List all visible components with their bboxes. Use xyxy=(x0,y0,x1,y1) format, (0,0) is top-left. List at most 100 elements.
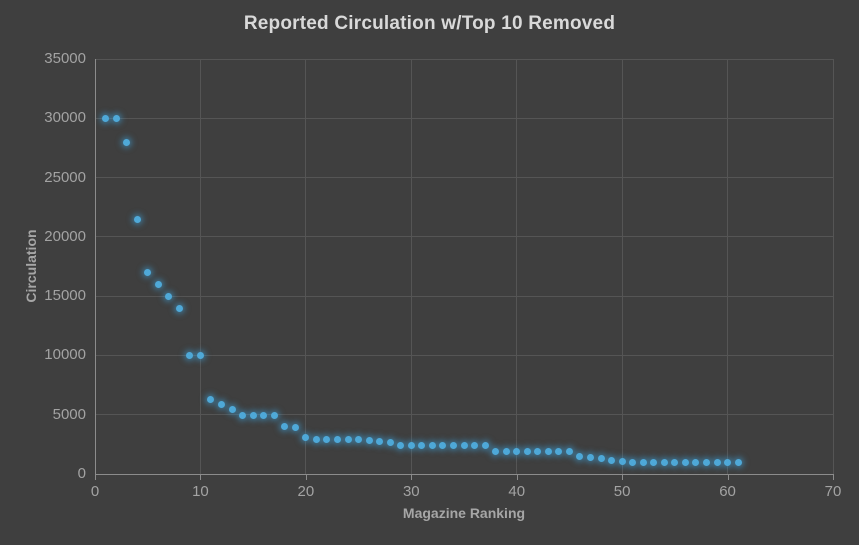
data-point xyxy=(418,442,426,450)
x-tick-label: 0 xyxy=(90,483,100,500)
data-point xyxy=(565,447,573,455)
x-tick-mark xyxy=(516,475,518,480)
data-point xyxy=(165,292,173,300)
x-tick-label: 40 xyxy=(508,483,526,500)
data-point xyxy=(587,453,594,461)
data-point xyxy=(196,351,204,359)
data-point xyxy=(534,447,542,455)
data-point xyxy=(355,436,363,444)
data-point xyxy=(639,459,647,467)
data-point xyxy=(376,437,384,445)
x-tick-mark xyxy=(833,475,834,480)
y-tick-label: 10000 xyxy=(44,346,86,364)
data-point xyxy=(671,459,679,467)
data-point xyxy=(650,459,658,467)
y-tick-label: 5000 xyxy=(52,405,86,423)
data-point xyxy=(734,458,742,466)
data-point xyxy=(555,447,563,455)
data-point xyxy=(460,442,468,450)
gridline-horizontal xyxy=(95,236,833,238)
data-point xyxy=(175,304,183,312)
data-point xyxy=(702,459,710,467)
data-point xyxy=(228,406,236,414)
chart-title: Reported Circulation w/Top 10 Removed xyxy=(243,13,616,34)
data-point xyxy=(102,114,110,122)
y-axis-line xyxy=(95,59,96,475)
data-point xyxy=(597,455,605,463)
x-tick-mark xyxy=(622,475,624,480)
data-point xyxy=(724,458,732,466)
data-point xyxy=(629,458,637,466)
gridline-horizontal xyxy=(95,354,833,356)
gridline-vertical xyxy=(621,59,623,474)
gridline-horizontal xyxy=(95,58,833,60)
data-point xyxy=(123,138,131,146)
data-point xyxy=(502,447,510,455)
gridline-vertical xyxy=(199,59,201,474)
data-point xyxy=(270,412,278,420)
data-point xyxy=(386,439,394,447)
y-tick-label: 20000 xyxy=(44,227,86,245)
data-point xyxy=(618,458,626,466)
x-axis-title: Magazine Ranking xyxy=(402,505,526,521)
data-point xyxy=(492,447,500,455)
y-tick-label: 30000 xyxy=(44,109,86,127)
x-tick-label: 10 xyxy=(192,483,209,500)
data-point xyxy=(523,447,531,455)
data-point xyxy=(713,459,721,467)
data-point xyxy=(660,459,668,467)
gridline-horizontal xyxy=(95,117,833,119)
data-point xyxy=(133,215,141,223)
gridline-horizontal xyxy=(95,295,833,297)
data-point xyxy=(323,436,331,444)
data-point xyxy=(281,423,289,431)
data-point xyxy=(544,447,552,455)
gridline-vertical xyxy=(305,59,307,474)
gridline-vertical xyxy=(516,59,518,474)
gridline-vertical xyxy=(832,59,834,474)
data-point xyxy=(344,436,352,444)
data-point xyxy=(608,456,616,464)
data-point xyxy=(291,424,299,432)
data-point xyxy=(144,268,152,276)
data-point xyxy=(249,412,257,420)
data-point xyxy=(312,436,320,444)
x-tick-mark xyxy=(200,475,202,480)
data-point xyxy=(428,442,436,450)
data-point xyxy=(112,114,120,122)
y-tick-label: 0 xyxy=(77,465,86,482)
data-point xyxy=(576,452,584,460)
x-axis-line xyxy=(95,474,834,475)
x-tick-label: 70 xyxy=(824,483,842,500)
data-point xyxy=(439,442,447,450)
y-tick-label: 15000 xyxy=(44,287,86,305)
data-point xyxy=(239,412,247,420)
gridline-vertical xyxy=(410,59,412,474)
data-point xyxy=(407,442,415,450)
data-point xyxy=(333,436,341,444)
x-tick-mark xyxy=(411,475,413,480)
data-point xyxy=(207,395,215,403)
data-point xyxy=(218,400,225,408)
x-tick-label: 50 xyxy=(613,483,631,500)
x-tick-mark xyxy=(95,475,96,480)
data-point xyxy=(365,436,373,444)
y-tick-label: 25000 xyxy=(44,168,86,186)
data-point xyxy=(471,442,479,450)
data-point xyxy=(302,433,310,441)
x-tick-label: 30 xyxy=(402,483,420,500)
data-point xyxy=(681,459,689,467)
data-point xyxy=(513,447,521,455)
data-point xyxy=(481,442,489,450)
data-point xyxy=(260,412,268,420)
data-point xyxy=(186,351,194,359)
y-tick-label: 35000 xyxy=(44,50,86,67)
gridline-horizontal xyxy=(95,177,833,179)
plot-area xyxy=(95,58,834,474)
data-point xyxy=(397,442,405,450)
x-tick-label: 20 xyxy=(297,483,315,500)
gridline-horizontal xyxy=(95,414,833,416)
x-tick-mark xyxy=(727,475,729,480)
x-tick-mark xyxy=(305,475,307,480)
